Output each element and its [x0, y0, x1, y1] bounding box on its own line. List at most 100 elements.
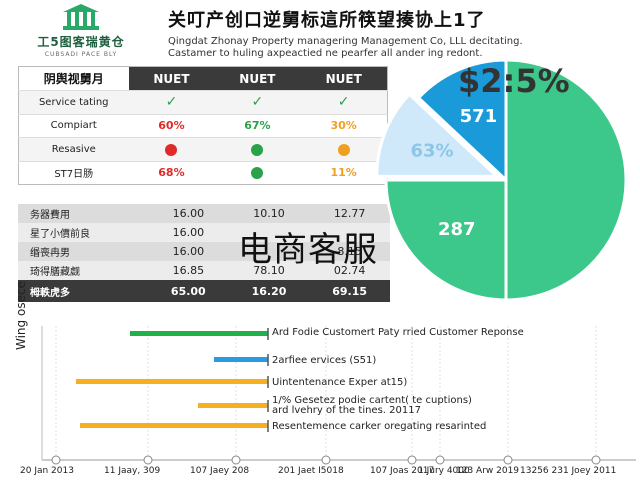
timeline-item-label: Resentemence carker oregating resarinted [272, 421, 487, 432]
green-status-dot [251, 143, 264, 156]
table-cell: 60% [128, 113, 215, 138]
page-subtitle: Qingdat Zhonay Property managering Manag… [168, 36, 523, 47]
timeline-bar [198, 403, 268, 408]
cost-table: 务器費用 16.00 10.10 12.77 星了小價前良 16.00 缗喪冉男… [18, 204, 390, 302]
customer-pie-chart: 287 63% 571 [375, 58, 628, 302]
timeline-y-label: Wing osece [14, 281, 28, 350]
table-cell: 02.74 [309, 261, 390, 280]
table-cell: 68% [128, 160, 215, 185]
row-label: 缗喪冉男 [18, 242, 148, 261]
timeline-tick-marker [321, 455, 331, 465]
table-cell: 10.10 [228, 204, 310, 223]
service-timeline [41, 326, 636, 465]
table-cell [309, 223, 390, 242]
table-cell: 16.85 [148, 261, 229, 280]
timeline-tick-marker [435, 455, 445, 465]
table-cell: 8.15 [309, 242, 390, 261]
timeline-item-label: Uintentenance Exper at15) [272, 377, 408, 388]
pie-headline-percent: $2:5% [458, 62, 570, 100]
timeline-tick-label: 11 Jaay, 309 [104, 466, 161, 476]
table-header-row: 阴舆视舅月 NUET NUET NUET [18, 66, 388, 91]
row-label: ST7日肠 [18, 160, 129, 185]
ecommerce-service-watermark: 电商客服 [238, 230, 378, 270]
timeline-item-label: 2arfiee ervices (S51) [272, 355, 377, 366]
page-subtitle-2: Castamer to huling axpeactied ne pearfer… [168, 48, 483, 59]
timeline-item-label: 1/% Gesetez podie cartent( te cuptions) … [272, 396, 472, 416]
row-label: Resasive [18, 137, 129, 161]
row-label: Service tating [18, 90, 129, 114]
logo-english-name: CUBSADI PACE BLY [44, 51, 118, 58]
pie-slice [375, 92, 501, 178]
timeline-bar [76, 379, 268, 384]
timeline-tick-label: 107 Joas 2017 [370, 466, 435, 476]
timeline-bar [214, 357, 268, 362]
timeline-tick-label: 20 Jan 2013 [20, 466, 74, 476]
table-cell: 16.00 [148, 242, 229, 261]
row-label: 务器費用 [18, 204, 148, 223]
timeline-tick-label: 107 Jaey 208 [190, 466, 250, 476]
building-icon [63, 4, 99, 30]
page-header: 关叮产创口逆舅标這所筷望揍协上1了 Qingdat Zhonay Propert… [168, 6, 636, 59]
pie-slice-label: 63% [410, 141, 453, 162]
table-row: Service tating ✓ ✓ ✓ [18, 90, 388, 114]
total-label: 栂軼虎多 [18, 280, 148, 302]
timeline-tick-label: 13256 231 Joey 2011 [520, 466, 617, 476]
table-corner-header: 阴舆视舅月 [18, 66, 129, 91]
pie-slice [416, 58, 508, 184]
timeline-bar [80, 423, 268, 428]
table-cell: 16.00 [148, 204, 229, 223]
company-logo: 工5图客瑞黄仓 CUBSADI PACE BLY [6, 4, 156, 58]
table-row: Compiart 60% 67% 30% [18, 113, 388, 138]
table-cell: 78.10 [228, 261, 310, 280]
table-row: 务器費用 16.00 10.10 12.77 [18, 204, 390, 223]
table-row: ST7日肠 68% 11% [18, 160, 388, 185]
service-rating-table: 阴舆视舅月 NUET NUET NUET Service tating ✓ ✓ … [18, 66, 388, 185]
row-label: 琦得膳藏觑 [18, 261, 148, 280]
timeline-tick-marker [503, 455, 513, 465]
page-title: 关叮产创口逆舅标這所筷望揍协上1了 [168, 10, 486, 31]
red-status-dot [165, 143, 178, 156]
table-total-row: 栂軼虎多 65.00 16.20 69.15 [18, 280, 390, 302]
table-cell: 16.00 [148, 223, 229, 242]
timeline-tick-label: 123 Arw 2019 [456, 466, 520, 476]
timeline-tick-label: 201 Jaet I5018 [278, 466, 344, 476]
timeline-tick-marker [407, 455, 417, 465]
table-cell: 12.77 [309, 204, 390, 223]
total-cell: 65.00 [148, 280, 229, 302]
check-icon: ✓ [337, 94, 350, 111]
green-status-dot [251, 167, 264, 180]
orange-status-dot [337, 143, 350, 156]
table-row: 缗喪冉男 16.00 8.15 [18, 242, 390, 261]
pie-slice-label: 287 [438, 219, 476, 240]
timeline-item-label-line1: 1/% Gesetez podie cartent( te cuptions) [272, 395, 472, 406]
row-label: 星了小價前良 [18, 223, 148, 242]
timeline-tick-marker [231, 455, 241, 465]
check-icon: ✓ [165, 94, 178, 111]
timeline-item-label-line2: ard lvehry of the tines. 20117 [272, 405, 421, 416]
table-cell: 67% [214, 113, 301, 138]
timeline-bar [130, 331, 268, 336]
table-row: 星了小價前良 16.00 [18, 223, 390, 242]
pie-slice [384, 178, 508, 302]
table-cell [228, 242, 310, 261]
table-row: Resasive [18, 137, 388, 161]
column-header: NUET [300, 66, 388, 91]
row-label: Compiart [18, 113, 129, 138]
table-cell: 30% [300, 113, 388, 138]
table-cell: 11% [300, 160, 388, 185]
timeline-tick-marker [51, 455, 61, 465]
column-header: NUET [128, 66, 215, 91]
pie-slice-label: 571 [460, 106, 498, 127]
timeline-tick-label: 1 Jury 4000 [418, 466, 470, 476]
table-row: 琦得膳藏觑 16.85 78.10 02.74 [18, 261, 390, 280]
timeline-tick-marker [591, 455, 601, 465]
pie-slice [504, 58, 628, 302]
timeline-tick-marker [143, 455, 153, 465]
timeline-item-label: Ard Fodie Customert Paty rried Customer … [272, 327, 524, 338]
check-icon: ✓ [251, 94, 264, 111]
logo-chinese-name: 工5图客瑞黄仓 [37, 35, 125, 49]
column-header: NUET [214, 66, 301, 91]
total-cell: 16.20 [228, 280, 310, 302]
total-cell: 69.15 [309, 280, 390, 302]
table-cell [228, 223, 310, 242]
